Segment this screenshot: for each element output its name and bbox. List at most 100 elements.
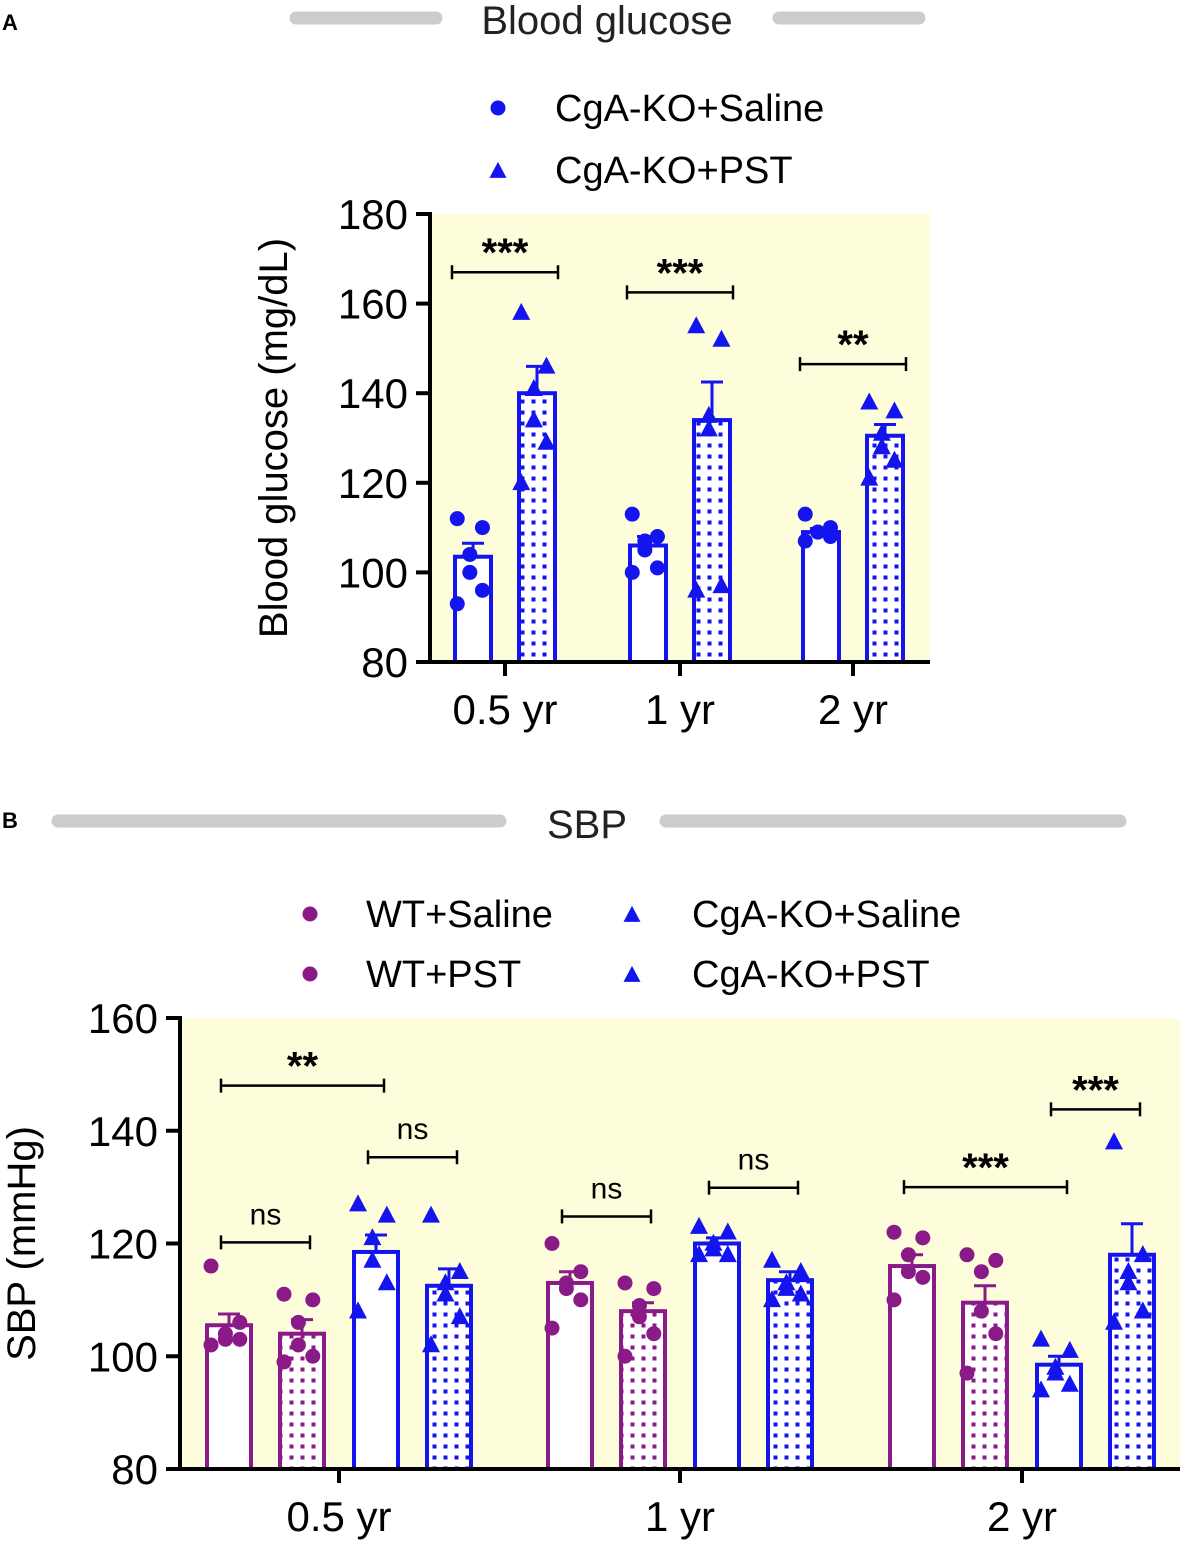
panel-a-significance-2-label: ** xyxy=(837,323,869,367)
panel-a-bar-cga-ko-saline-0-5-yr-point-3 xyxy=(462,564,478,580)
panel-a-bar-cga-ko-saline-0-5-yr-point-1 xyxy=(474,520,490,536)
panel-b-title: SBP xyxy=(547,803,627,847)
panel-b-y-tick-label-120: 120 xyxy=(88,1221,158,1268)
panel-b-bar-wt-pst-2-yr-point-4 xyxy=(988,1326,1004,1342)
panel-b-bar-wt-saline-1-yr xyxy=(546,1280,594,1472)
panel-b-bar-wt-pst-2-yr-point-5 xyxy=(959,1365,975,1381)
panel-b-bar-cga-ko-pst-2-yr-point-4 xyxy=(1133,1301,1152,1319)
panel-a-bar-cga-ko-pst-1-yr-point-3 xyxy=(699,419,718,437)
panel-b-bar-cga-ko-saline-2-yr-point-5 xyxy=(1032,1380,1050,1398)
panel-a-bar-cga-ko-saline-1-yr-point-5 xyxy=(624,564,640,580)
panel-b-bar-wt-saline-1-yr-point-4 xyxy=(573,1292,589,1308)
panel-a-x-tick-label-1-yr: 1 yr xyxy=(645,686,715,733)
panel-a-bar-cga-ko-saline-0-5-yr-point-4 xyxy=(474,582,490,598)
panel-b-bar-cga-ko-saline-2-yr-point-1 xyxy=(1060,1340,1079,1358)
panel-a-bar-cga-ko-saline-1-yr-point-0 xyxy=(624,506,640,522)
panel-a-bar-cga-ko-pst-1-yr-point-0 xyxy=(687,316,706,334)
panel-a-legend-label-cga-ko-saline: CgA-KO+Saline xyxy=(555,88,824,130)
panel-a-bar-cga-ko-pst-0-5-yr-point-1 xyxy=(537,356,556,374)
panel-a-title: Blood glucose xyxy=(481,0,732,43)
panel-b-bar-cga-ko-saline-1-yr-point-5 xyxy=(690,1245,708,1263)
panel-a-y-tick-label-180: 180 xyxy=(338,191,408,238)
panel-b-x-tick-label-0-5-yr: 0.5 yr xyxy=(286,1493,391,1540)
panel-b-y-tick-label-100: 100 xyxy=(88,1333,158,1380)
panel-a-label: A xyxy=(2,10,18,35)
panel-a-y-axis-label: Blood glucose (mg/dL) xyxy=(252,238,296,638)
panel-a-bar-cga-ko-pst-2-yr-point-1 xyxy=(885,401,904,419)
panel-a-bar-cga-ko-saline-2-yr-point-4 xyxy=(822,529,838,545)
panel-a-bar-cga-ko-pst-2-yr-point-0 xyxy=(860,392,879,410)
panel-b-chart: WT+Saline WT+PST CgA-KO+Saline CgA-KO+PST 80… xyxy=(0,894,1180,1540)
panel-b-bar-cga-ko-saline-0-5-yr-point-4 xyxy=(377,1273,396,1291)
panel-a-legend-label-cga-ko-pst: CgA-KO+PST xyxy=(555,150,793,192)
panel-a-bar-cga-ko-saline-0-5-yr-point-0 xyxy=(449,511,465,527)
panel-b-bar-cga-ko-saline-2-yr-point-3 xyxy=(1046,1363,1065,1381)
panel-b-bar-cga-ko-pst-0-5-yr-point-5 xyxy=(422,1335,440,1353)
panel-a-y-tick-label-140: 140 xyxy=(338,370,408,417)
panel-a-bar-cga-ko-pst-0-5-yr-point-2 xyxy=(524,379,543,397)
panel-b-label: B xyxy=(2,808,18,833)
panel-b-bar-wt-saline-2-yr-point-0 xyxy=(886,1224,902,1240)
panel-b-bar-cga-ko-pst-0-5-yr-point-2 xyxy=(436,1273,455,1291)
panel-a-bar-cga-ko-pst-0-5-yr-point-3 xyxy=(524,410,543,428)
panel-b-x-tick-label-2-yr: 2 yr xyxy=(987,1493,1057,1540)
panel-b-bar-wt-pst-2-yr xyxy=(961,1300,1009,1471)
panel-b-bar-wt-pst-0-5-yr-point-3 xyxy=(290,1337,306,1353)
panel-b-y-tick-label-140: 140 xyxy=(88,1108,158,1155)
panel-b-bar-cga-ko-saline-1-yr-point-0 xyxy=(690,1216,708,1234)
panel-b-bar-cga-ko-pst-2-yr-point-3 xyxy=(1119,1273,1138,1291)
panel-a-bar-cga-ko-pst-1-yr-point-4 xyxy=(712,576,731,594)
panel-b-bar-wt-pst-0-5-yr-point-5 xyxy=(276,1354,292,1370)
panel-b-significance-4-label: ns xyxy=(738,1144,770,1177)
panel-a-x-tick-label-0-5-yr: 0.5 yr xyxy=(452,686,557,733)
panel-b-bar-cga-ko-saline-0-5-yr-point-5 xyxy=(349,1301,367,1319)
panel-a-bar-cga-ko-pst-0-5-yr xyxy=(517,391,557,664)
panel-a-bar-cga-ko-pst-1-yr-point-5 xyxy=(687,580,706,598)
panel-b-bar-cga-ko-pst-0-5-yr-point-4 xyxy=(450,1307,469,1325)
panel-b-bar-cga-ko-pst-1-yr-point-4 xyxy=(791,1284,810,1302)
panel-a-bar-cga-ko-saline-1-yr-point-3 xyxy=(637,542,653,558)
panel-a-bar-cga-ko-saline-1-yr-point-4 xyxy=(649,560,665,576)
panel-b-bar-wt-pst-1-yr-point-0 xyxy=(617,1275,633,1291)
panel-b-legend-label-wt-saline: WT+Saline xyxy=(366,894,553,936)
panel-b-bar-cga-ko-pst-0-5-yr-point-0 xyxy=(422,1205,440,1223)
panel-a-bar-cga-ko-pst-1-yr xyxy=(692,418,732,664)
panel-b-bar-cga-ko-saline-1-yr-point-1 xyxy=(718,1222,737,1240)
panel-b-legend-label-cga-ko-pst: CgA-KO+PST xyxy=(692,954,930,996)
panel-b-significance-0-label: ** xyxy=(287,1045,319,1089)
panel-a-bar-cga-ko-pst-2-yr-point-3 xyxy=(872,437,891,455)
panel-a-legend-marker-cga-ko-saline xyxy=(490,100,506,116)
panel-b-bar-wt-pst-1-yr-point-1 xyxy=(646,1281,662,1297)
panel-b-bar-wt-saline-0-5-yr-point-3 xyxy=(217,1331,233,1347)
panel-b-bar-wt-pst-2-yr-point-0 xyxy=(959,1247,975,1263)
panel-a-bar-cga-ko-pst-0-5-yr-point-5 xyxy=(512,473,531,491)
panel-a-bar-cga-ko-pst-2-yr-point-5 xyxy=(860,468,879,486)
panel-b-bar-cga-ko-pst-2-yr xyxy=(1108,1252,1156,1472)
panel-b-y-tick-label-80: 80 xyxy=(111,1446,158,1493)
panel-a-significance-0-label: *** xyxy=(482,231,529,275)
panel-b-bar-cga-ko-saline-0-5-yr-point-1 xyxy=(377,1205,396,1223)
panel-a-bar-cga-ko-saline-0-5-yr-point-5 xyxy=(449,596,465,612)
panel-b-bar-wt-pst-1-yr-point-3 xyxy=(631,1309,647,1325)
panel-b-legend-marker-wt-pst xyxy=(302,966,318,982)
panel-b-bar-wt-saline-2-yr-point-5 xyxy=(886,1292,902,1308)
panel-b-bar-wt-saline-1-yr-point-0 xyxy=(544,1236,560,1251)
panel-b-bar-wt-pst-0-5-yr-point-4 xyxy=(305,1348,321,1364)
panel-b-bar-cga-ko-pst-1-yr-point-1 xyxy=(791,1261,810,1279)
panel-a-bar-cga-ko-saline-2-yr-point-3 xyxy=(810,524,826,540)
panel-a-legend-marker-cga-ko-pst xyxy=(489,161,507,178)
panel-b-bar-cga-ko-pst-1-yr-point-5 xyxy=(763,1290,781,1308)
panel-b-bar-cga-ko-saline-0-5-yr-point-0 xyxy=(349,1194,367,1212)
panel-b-bar-wt-saline-2-yr-point-4 xyxy=(915,1269,931,1285)
panel-b-bar-wt-saline-1-yr-point-3 xyxy=(558,1281,574,1297)
panel-b-bar-cga-ko-saline-0-5-yr-point-3 xyxy=(363,1250,382,1268)
panel-a-bar-cga-ko-saline-2-yr-point-5 xyxy=(797,533,813,549)
panel-b-bar-wt-saline-2-yr-point-3 xyxy=(900,1264,916,1280)
panel-b-bar-wt-pst-1-yr-point-2 xyxy=(631,1298,647,1314)
panel-b-bar-wt-saline-2-yr-point-2 xyxy=(900,1247,916,1263)
panel-b-bar-cga-ko-pst-1-yr-point-0 xyxy=(763,1250,781,1268)
panel-b-bar-wt-saline-0-5-yr-point-1 xyxy=(232,1314,248,1330)
panel-a-bar-cga-ko-saline-2-yr xyxy=(801,530,841,665)
panel-a-bar-cga-ko-pst-2-yr-point-4 xyxy=(885,450,904,468)
